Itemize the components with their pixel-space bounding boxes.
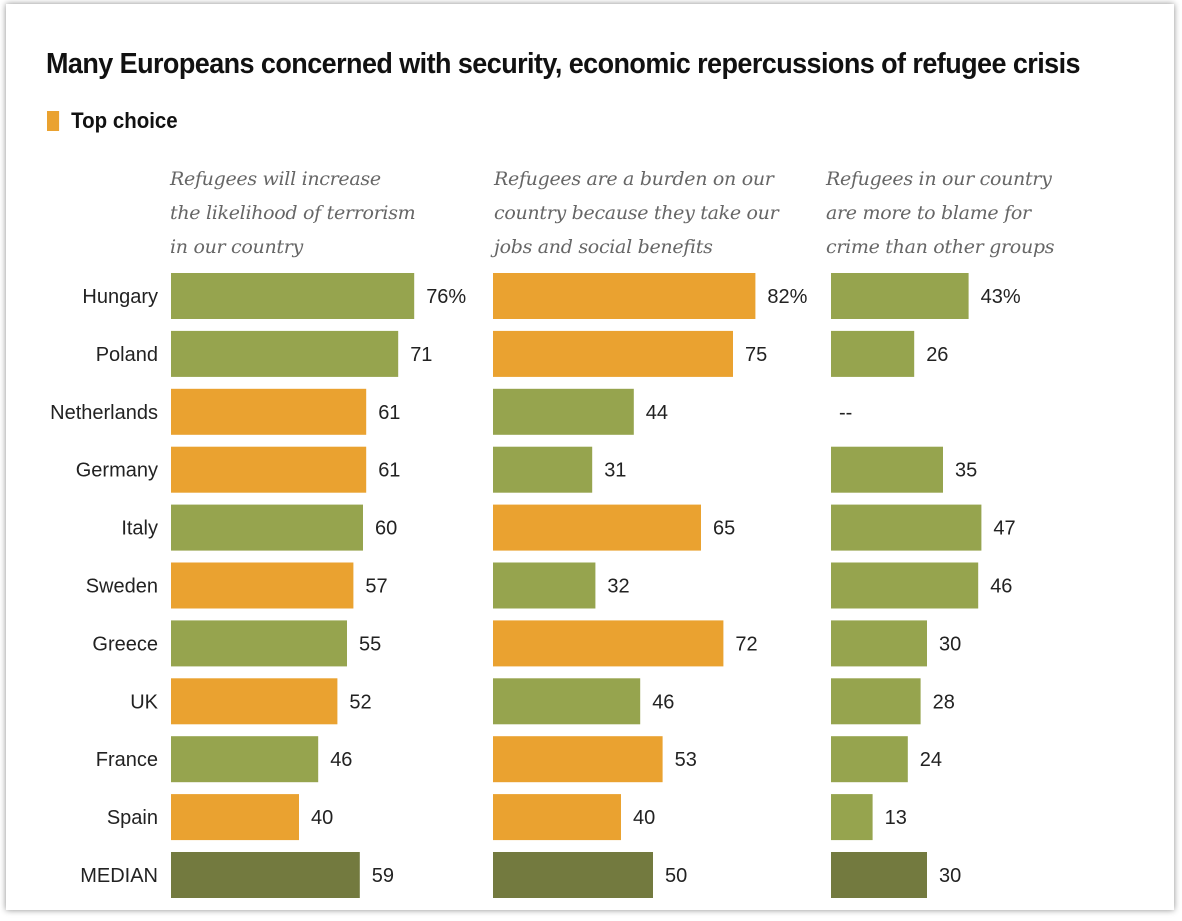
legend-label: Top choice — [71, 108, 178, 133]
category-label-spain: Spain — [107, 807, 158, 829]
bar-1-spain — [493, 794, 621, 841]
bar-2-italy — [831, 504, 982, 551]
value-label-2-uk: 28 — [933, 691, 955, 713]
bar-0-greece — [171, 620, 347, 667]
bar-0-netherlands — [171, 388, 367, 435]
bar-0-sweden — [171, 562, 354, 609]
value-label-0-italy: 60 — [375, 518, 397, 540]
value-label-0-median: 59 — [372, 865, 394, 887]
bar-2-median — [831, 852, 927, 898]
value-label-1-median: 50 — [665, 865, 687, 887]
bar-2-spain — [831, 794, 873, 841]
bar-0-germany — [171, 446, 367, 493]
bar-2-germany — [831, 446, 943, 493]
bar-0-poland — [171, 330, 399, 377]
bar-1-sweden — [493, 562, 596, 609]
value-label-0-uk: 52 — [349, 691, 371, 713]
value-label-2-netherlands: -- — [839, 402, 852, 424]
legend-swatch — [47, 111, 60, 131]
value-label-0-spain: 40 — [311, 807, 333, 829]
value-label-0-netherlands: 61 — [378, 402, 400, 424]
bar-1-uk — [493, 678, 641, 725]
bar-2-hungary — [831, 273, 969, 319]
bar-2-sweden — [831, 562, 979, 609]
bar-0-median — [171, 852, 360, 898]
bar-1-greece — [493, 620, 724, 667]
value-label-1-greece: 72 — [735, 633, 757, 655]
value-label-0-germany: 61 — [378, 460, 400, 482]
bar-2-france — [831, 736, 908, 783]
value-label-2-poland: 26 — [926, 344, 948, 366]
bar-1-median — [493, 852, 653, 898]
bar-2-uk — [831, 678, 921, 725]
value-label-1-hungary: 82% — [767, 286, 807, 308]
panel-title-burden: Refugees are a burden on our country bec… — [494, 168, 779, 258]
category-label-poland: Poland — [96, 344, 158, 366]
category-label-italy: Italy — [121, 518, 158, 540]
value-label-2-france: 24 — [920, 749, 942, 771]
bar-1-poland — [493, 330, 733, 377]
value-label-0-france: 46 — [330, 749, 352, 771]
category-label-netherlands: Netherlands — [50, 402, 158, 424]
value-label-2-spain: 13 — [885, 807, 907, 829]
category-label-sweden: Sweden — [86, 576, 158, 598]
value-label-1-france: 53 — [675, 749, 697, 771]
bar-1-germany — [493, 446, 593, 493]
bar-1-italy — [493, 504, 701, 551]
value-label-2-median: 30 — [939, 865, 961, 887]
value-label-2-greece: 30 — [939, 633, 961, 655]
bar-0-spain — [171, 794, 299, 841]
value-label-1-spain: 40 — [633, 807, 655, 829]
value-label-0-hungary: 76% — [426, 286, 466, 308]
value-label-2-germany: 35 — [955, 460, 977, 482]
bar-2-poland — [831, 330, 915, 377]
bar-0-uk — [171, 678, 338, 725]
value-label-1-netherlands: 44 — [646, 402, 668, 424]
legend: Top choice — [47, 108, 178, 134]
bar-2-greece — [831, 620, 927, 667]
category-label-uk: UK — [130, 691, 158, 713]
value-label-2-hungary: 43% — [981, 286, 1021, 308]
category-label-hungary: Hungary — [82, 286, 158, 308]
value-label-1-uk: 46 — [652, 691, 674, 713]
category-label-germany: Germany — [76, 460, 158, 482]
category-label-median: MEDIAN — [80, 865, 158, 887]
bar-1-hungary — [493, 273, 756, 319]
panel-title-crime: Refugees in our country are more to blam… — [826, 168, 1055, 258]
bar-1-netherlands — [493, 388, 634, 435]
value-label-0-sweden: 57 — [365, 576, 387, 598]
category-label-greece: Greece — [92, 633, 158, 655]
bar-0-france — [171, 736, 319, 783]
value-label-0-poland: 71 — [410, 344, 432, 366]
value-label-0-greece: 55 — [359, 633, 381, 655]
value-label-2-sweden: 46 — [990, 576, 1012, 598]
value-label-2-italy: 47 — [993, 518, 1015, 540]
value-label-1-sweden: 32 — [607, 576, 629, 598]
value-label-1-germany: 31 — [604, 460, 626, 482]
chart-title: Many Europeans concerned with security, … — [46, 48, 1081, 80]
value-label-1-italy: 65 — [713, 518, 735, 540]
value-label-1-poland: 75 — [745, 344, 767, 366]
bar-0-hungary — [171, 273, 415, 319]
bar-0-italy — [171, 504, 363, 551]
category-label-france: France — [96, 749, 158, 771]
bar-1-france — [493, 736, 663, 783]
panel-title-terrorism: Refugees will increase the likelihood of… — [170, 168, 416, 258]
